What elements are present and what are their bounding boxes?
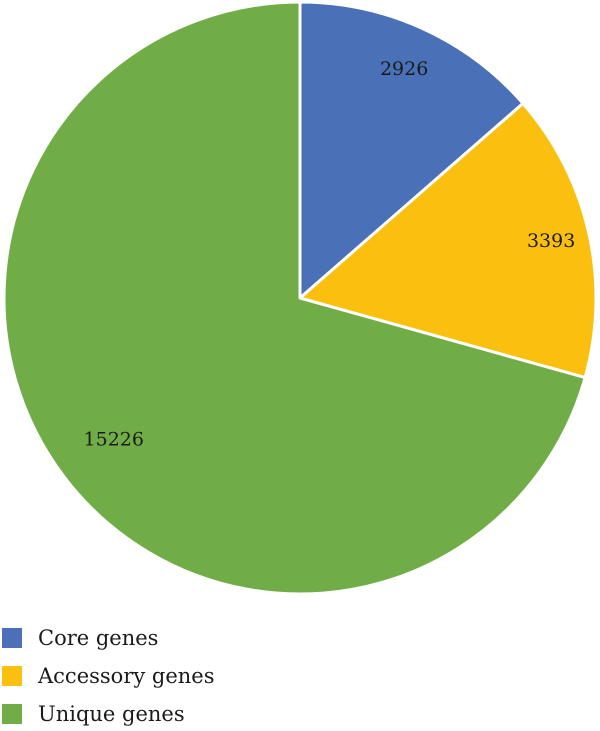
pie-slice-unique-genes (2, 0, 587, 596)
legend-item-unique-genes: Unique genes (2, 700, 215, 728)
data-label-accessory-genes: 3393 (527, 230, 575, 252)
pie-slice-accessory-genes (298, 101, 598, 380)
pie-slices (2, 0, 598, 596)
legend-item-core-genes: Core genes (2, 624, 215, 652)
legend-swatch-unique-genes (2, 704, 22, 724)
legend-swatch-accessory-genes (2, 666, 22, 686)
legend-item-accessory-genes: Accessory genes (2, 662, 215, 690)
data-label-unique-genes: 15226 (84, 428, 144, 450)
pie-slice-core-genes (298, 0, 525, 300)
legend-label-core-genes: Core genes (38, 626, 159, 650)
legend: Core genes Accessory genes Unique genes (2, 624, 215, 728)
pie-chart: 2926 3393 15226 (2, 0, 598, 596)
legend-swatch-core-genes (2, 628, 22, 648)
legend-label-accessory-genes: Accessory genes (38, 664, 215, 688)
legend-label-unique-genes: Unique genes (38, 702, 185, 726)
pie-data-labels: 2926 3393 15226 (84, 58, 576, 450)
data-label-core-genes: 2926 (380, 58, 428, 80)
